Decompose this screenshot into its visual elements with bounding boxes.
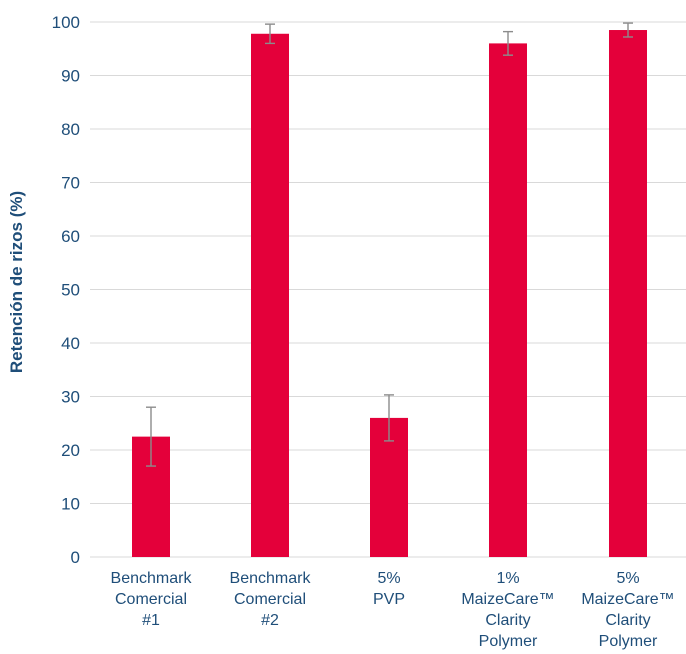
x-category-label-line: Benchmark — [230, 570, 312, 587]
y-tick-label-50: 50 — [61, 281, 80, 300]
x-category-label-line: Polymer — [599, 633, 658, 650]
x-category-label-1: Benchmark Comercial #1 — [111, 570, 193, 629]
x-category-label-line: Polymer — [479, 633, 538, 650]
x-category-label-line: Benchmark — [111, 570, 193, 587]
x-category-label-5: 5% MaizeCare™ Clarity Polymer — [581, 570, 674, 650]
x-category-label-line: Comercial — [234, 591, 306, 608]
bars — [132, 30, 647, 557]
x-category-label-line: MaizeCare™ — [581, 591, 674, 608]
y-tick-label-30: 30 — [61, 388, 80, 407]
x-category-label-line: 5% — [377, 570, 400, 587]
bar-2 — [251, 33, 289, 557]
y-tick-label-100: 100 — [52, 13, 80, 32]
x-category-label-3: 5% PVP — [373, 570, 405, 608]
x-category-label-line: #1 — [142, 612, 160, 629]
y-tick-label-90: 90 — [61, 67, 80, 86]
x-category-label-line: Clarity — [605, 612, 650, 629]
x-axis-labels: Benchmark Comercial #1 Benchmark Comercial #2… — [111, 570, 675, 650]
x-category-label-line: PVP — [373, 591, 405, 608]
x-category-label-line: 5% — [616, 570, 639, 587]
error-bar-3 — [384, 394, 394, 442]
x-category-label-line: #2 — [261, 612, 279, 629]
x-category-label-2: Benchmark Comercial #2 — [230, 570, 312, 629]
error-bar-5 — [623, 22, 633, 38]
x-category-label-4: 1% MaizeCare™ Clarity Polymer — [461, 570, 554, 650]
y-tick-label-80: 80 — [61, 120, 80, 139]
error-bars — [146, 22, 633, 467]
y-axis-ticks: 0 10 20 30 40 50 60 70 80 90 100 — [52, 13, 80, 567]
x-category-label-line: 1% — [496, 570, 519, 587]
y-tick-label-10: 10 — [61, 495, 80, 514]
y-tick-label-70: 70 — [61, 174, 80, 193]
error-bar-4 — [503, 30, 513, 56]
x-category-label-line: Clarity — [485, 612, 530, 629]
gridlines — [90, 21, 686, 558]
x-category-label-line: MaizeCare™ — [461, 591, 554, 608]
y-tick-label-60: 60 — [61, 227, 80, 246]
error-bar-2 — [265, 23, 275, 45]
y-tick-label-40: 40 — [61, 334, 80, 353]
bar-5 — [609, 30, 647, 557]
bar-4 — [489, 43, 527, 557]
x-category-label-line: Comercial — [115, 591, 187, 608]
y-tick-label-0: 0 — [71, 548, 80, 567]
y-axis-title: Retención de rizos (%) — [7, 191, 26, 373]
error-bar-1 — [146, 406, 156, 467]
y-tick-label-20: 20 — [61, 441, 80, 460]
